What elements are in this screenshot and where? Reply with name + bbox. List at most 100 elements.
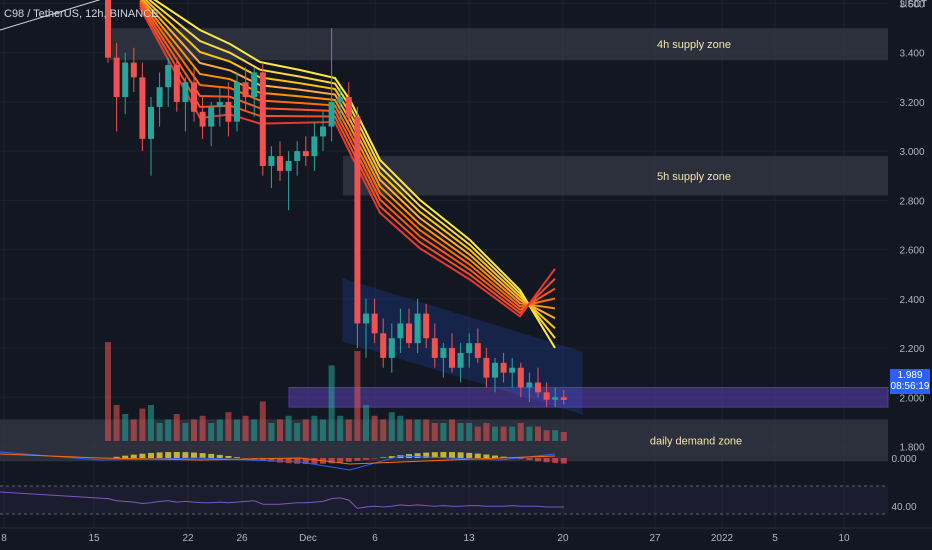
candle-body [363,313,369,324]
current-price-tag: 1.989 08:56:19 [890,369,930,394]
volume-bar [526,426,533,441]
price-axis-label: 2.400 [899,295,924,306]
macd-histogram-bar [191,452,197,458]
volume-bar [388,412,395,441]
macd-histogram-bar [388,456,395,458]
candle-body [173,65,180,102]
volume-bar [156,423,163,441]
macd-histogram-bar [302,458,309,464]
macd-histogram-bar [139,453,146,458]
macd-histogram-bar [492,455,498,458]
candle-body [225,101,232,122]
volume-bar [406,419,412,441]
candle-body [354,116,361,324]
candle-body [397,323,404,339]
ribbon-band [139,7,556,318]
macd-histogram-bar [216,454,223,458]
candle-body [406,323,412,344]
volume-bar [328,365,335,441]
candle-body [492,362,498,378]
macd-histogram-bar [535,458,541,462]
volume-bar [380,419,387,441]
candle-body [285,161,292,171]
candle-body [449,348,455,368]
candle-body [457,352,464,368]
rsi-axis-label: 40.00 [891,502,916,513]
candle-body [156,87,163,107]
ribbon-band [139,0,556,310]
candle-body [500,362,507,373]
volume-bar [483,423,490,441]
candle-body [526,382,533,388]
candle-body [337,97,344,102]
countdown: 08:56:19 [890,381,930,392]
volume-bar [182,423,189,441]
macd-histogram-bar [397,455,404,458]
price-axis-unit: USDT [900,0,927,10]
candle-body [302,151,309,157]
candle-body [234,82,240,122]
price-axis-label: 3.200 [899,98,924,109]
volume-bar [139,408,146,441]
candle-body [182,82,189,102]
volume-bar [216,419,223,441]
candle-body [423,313,430,339]
candle-body [380,333,387,358]
macd-histogram-bar [225,455,232,458]
macd-histogram-bar [328,458,335,464]
time-axis-label: 20 [557,533,569,544]
macd-histogram-bar [474,453,481,458]
time-axis-label: 27 [649,533,661,544]
volume-bar [345,419,352,441]
volume-bar [440,423,447,441]
candle-body [251,72,258,98]
time-axis-label: 26 [236,533,248,544]
candle-body [509,367,516,373]
volume-bar [517,423,524,441]
price-axis-label: 2.800 [899,196,924,207]
macd-histogram-bar [526,458,533,461]
price-axis-label: 3.000 [899,147,924,158]
macd-histogram-bar [234,457,240,458]
volume-bar [397,415,404,441]
volume-bar [466,423,473,441]
signal-line [0,453,556,465]
macd-histogram-bar [449,452,455,458]
volume-bar [552,430,559,441]
candle-body [414,313,421,344]
volume-bar [302,419,309,441]
time-axis-label: 10 [838,533,850,544]
zone-label: daily demand zone [650,435,742,447]
volume-bar [543,430,550,441]
ribbon-band [153,0,556,349]
volume-bar [560,432,567,441]
volume-bar [337,415,344,441]
candle-body [130,62,137,78]
volume-bar [311,415,318,441]
macd-histogram-bar [122,455,129,458]
time-axis-label: 15 [88,533,100,544]
candle-body [560,397,567,400]
macd-histogram-bar [483,454,490,458]
candle-body [277,156,283,171]
volume-bar [225,412,232,441]
volume-bar [285,415,292,441]
volume-bar [191,419,197,441]
time-axis-label: 22 [182,533,194,544]
volume-bar [474,426,481,441]
macd-histogram-bar [130,454,137,458]
candle-body [517,367,524,388]
macd-histogram-bar [517,458,524,460]
price-axis-label: 2.000 [899,393,924,404]
macd-histogram-bar [277,458,283,463]
volume-bar [277,419,283,441]
volume-bar [500,426,507,441]
time-axis-label: Dec [299,533,317,544]
volume-bar [130,419,137,441]
candle-body [388,338,395,358]
price-axis-label: 1.800 [899,443,924,454]
candle-body [466,343,473,353]
macd-histogram-bar [199,453,206,458]
macd-histogram-bar [182,452,189,458]
